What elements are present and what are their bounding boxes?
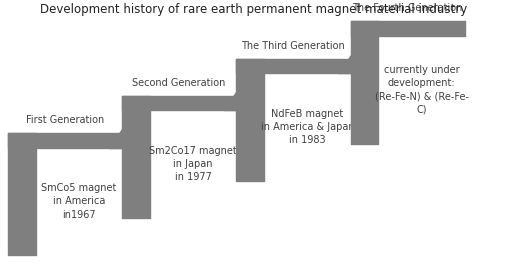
Polygon shape [224, 92, 236, 110]
Text: SmCo5 magnet
in America
in1967: SmCo5 magnet in America in1967 [41, 183, 116, 220]
Polygon shape [109, 129, 122, 148]
Text: Second Generation: Second Generation [133, 78, 226, 88]
Polygon shape [338, 55, 351, 73]
Text: Development history of rare earth permanent magnet material industry: Development history of rare earth perman… [40, 3, 468, 16]
Text: currently under
development:
(Re-Fe-N) & (Re-Fe-
C): currently under development: (Re-Fe-N) &… [374, 65, 469, 115]
Text: The Fourth Generation: The Fourth Generation [353, 3, 463, 13]
Text: First Generation: First Generation [25, 115, 104, 125]
Text: NdFeB magnet
in America & Japan
in 1983: NdFeB magnet in America & Japan in 1983 [261, 109, 354, 145]
Text: The Third Generation: The Third Generation [241, 40, 345, 51]
Text: Sm2Co17 magnet
in Japan
in 1977: Sm2Co17 magnet in Japan in 1977 [149, 146, 237, 182]
